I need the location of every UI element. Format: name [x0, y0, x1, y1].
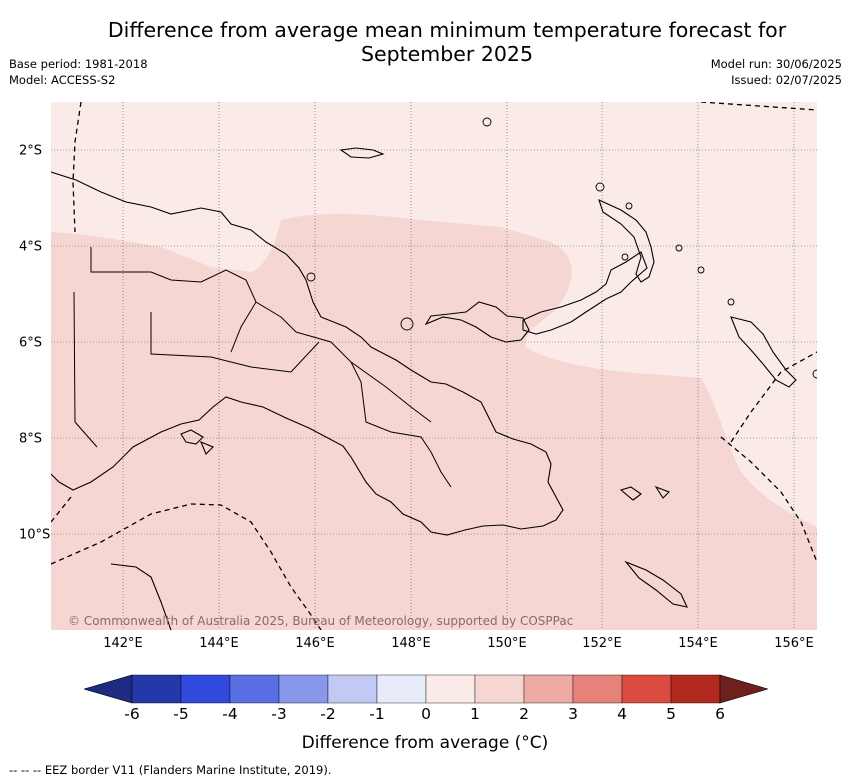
colorbar-tick: 2: [519, 705, 529, 723]
copyright-notice: © Commonwealth of Australia 2025, Bureau…: [68, 614, 573, 628]
x-tick: 156°E: [774, 636, 814, 651]
manus-island-coast: [339, 147, 385, 159]
colorbar-tick: 6: [715, 705, 725, 723]
colorbar-segment: [376, 674, 427, 704]
eez-borders: [51, 102, 817, 630]
louisiade-archipelago: [624, 560, 688, 608]
colorbar-tick: 0: [421, 705, 431, 723]
australian-coast-north: [110, 563, 172, 630]
colorbar-tick: -3: [271, 705, 287, 723]
island: [675, 244, 683, 252]
colorbar-over-arrow: [719, 674, 768, 704]
bougainville-coast: [730, 316, 797, 388]
y-tick: 2°S: [19, 143, 43, 159]
map-title: Difference from average mean minimum tem…: [100, 18, 794, 66]
island: [727, 298, 735, 306]
colorbar-segment: [180, 674, 231, 704]
y-tick: 4°S: [19, 239, 43, 255]
eez-west: [72, 102, 82, 233]
map-panel: © Commonwealth of Australia 2025, Bureau…: [51, 102, 817, 630]
colorbar-segment: [327, 674, 378, 704]
island: [595, 182, 605, 192]
eez-legend-text: EEZ border V11 (Flanders Marine Institut…: [44, 763, 332, 777]
base-period: Base period: 1981-2018: [9, 57, 148, 71]
eez-east: [730, 351, 817, 443]
x-tick: 142°E: [103, 636, 143, 651]
title-line-2: September 2025: [361, 42, 533, 66]
title-line-1: Difference from average mean minimum tem…: [107, 18, 787, 42]
y-tick: 6°S: [19, 335, 43, 351]
x-tick: 148°E: [391, 636, 431, 651]
small-islands: [306, 117, 817, 379]
colorbar-segments: [131, 674, 721, 704]
island: [482, 117, 492, 127]
colorbar-segment: [572, 674, 623, 704]
island: [400, 317, 414, 331]
fly-river-delta: [180, 429, 214, 455]
x-tick: 144°E: [199, 636, 239, 651]
colorbar-segment: [229, 674, 280, 704]
national-borders: [73, 247, 452, 488]
new-guinea-coast: [51, 171, 564, 536]
lat-lon-grid: [51, 102, 817, 630]
d-entrecasteaux-islands: [619, 485, 670, 501]
anomaly-band-1-2: [51, 213, 817, 630]
new-ireland-coast: [598, 198, 655, 283]
colorbar-tick: -5: [173, 705, 189, 723]
colorbar-under-arrow: [84, 674, 133, 704]
island: [625, 202, 633, 210]
colorbar-tick: -6: [124, 705, 140, 723]
eez-legend: -- -- -- EEZ border V11 (Flanders Marine…: [9, 763, 332, 777]
colorbar-segment: [523, 674, 574, 704]
eez-legend-symbol: -- -- --: [9, 763, 42, 777]
colorbar-tick: 1: [470, 705, 480, 723]
x-tick: 150°E: [487, 636, 527, 651]
colorbar-label: Difference from average (°C): [301, 733, 549, 753]
y-tick: 10°S: [19, 527, 51, 543]
colorbar-segment: [621, 674, 672, 704]
colorbar-tick: -1: [369, 705, 385, 723]
colorbar-segment: [278, 674, 329, 704]
island: [812, 369, 817, 379]
island: [697, 266, 705, 274]
colorbar-segment: [131, 674, 182, 704]
huon-peninsula-coast: [424, 301, 530, 343]
colorbar-tick: 4: [617, 705, 627, 723]
colorbar-tick: -2: [320, 705, 336, 723]
eez-southeast: [720, 436, 817, 563]
new-britain-coast: [522, 251, 648, 335]
model-run: Model run: 30/06/2025: [710, 57, 842, 71]
coastlines: [51, 147, 797, 630]
colorbar-segment: [670, 674, 721, 704]
png-indonesia-border: [73, 291, 98, 448]
x-tick: 154°E: [678, 636, 718, 651]
province-borders: [90, 247, 452, 488]
y-tick: 8°S: [19, 431, 43, 447]
colorbar-tick: 3: [568, 705, 578, 723]
island: [621, 253, 629, 261]
x-tick: 152°E: [582, 636, 622, 651]
eez-southwest: [51, 503, 322, 630]
issued-date: Issued: 02/07/2025: [731, 73, 842, 87]
colorbar-tick: -4: [222, 705, 238, 723]
colorbar-segment: [425, 674, 476, 704]
colorbar: [84, 674, 768, 704]
x-tick: 146°E: [295, 636, 335, 651]
colorbar-segment: [474, 674, 525, 704]
model-name: Model: ACCESS-S2: [9, 73, 116, 87]
island: [306, 272, 316, 282]
metadata-left: Base period: 1981-2018 Model: ACCESS-S2: [9, 56, 148, 88]
metadata-right: Model run: 30/06/2025 Issued: 02/07/2025: [711, 56, 842, 88]
eez-northeast: [700, 102, 817, 111]
colorbar-tick: 5: [666, 705, 676, 723]
